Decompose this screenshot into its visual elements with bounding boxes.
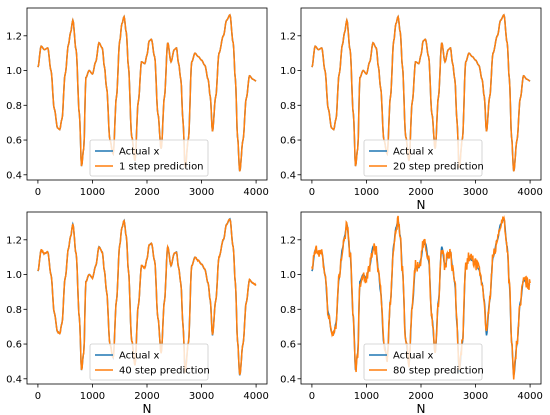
- x-tick-label: 0: [35, 187, 41, 198]
- y-tick-label: 1.0: [6, 66, 22, 77]
- x-tick-label: 0: [309, 391, 315, 402]
- subplot-20-step: 0 1000 2000 3000 4000 0.4 0.6 0.8 1.0 1.2 N Actual …: [280, 7, 543, 212]
- y-tick-label: 0.6: [280, 340, 296, 351]
- legend: Actual x 1 step prediction: [89, 139, 209, 177]
- x-tick-label: 1000: [354, 391, 379, 402]
- y-tick-label: 1.0: [280, 66, 296, 77]
- y-tick-label: 1.2: [280, 31, 296, 42]
- legend-label: Actual x: [119, 351, 160, 362]
- x-tick-label: 0: [309, 187, 315, 198]
- x-axis-label: N: [417, 402, 426, 415]
- x-tick-label: 1000: [354, 187, 379, 198]
- x-tick-label: 1000: [80, 391, 105, 402]
- y-tick-label: 0.6: [280, 136, 296, 147]
- y-tick-label: 0.4: [280, 170, 296, 181]
- legend-label: Actual x: [393, 147, 434, 158]
- x-tick-label: 4000: [243, 391, 268, 402]
- y-tick-label: 0.8: [280, 101, 296, 112]
- y-tick-label: 0.8: [6, 305, 22, 316]
- y-tick-label: 0.8: [6, 101, 22, 112]
- y-tick-label: 0.4: [6, 374, 22, 385]
- x-tick-label: 3000: [189, 391, 214, 402]
- legend: Actual x 40 step prediction: [89, 343, 210, 381]
- x-tick-label: 2000: [408, 391, 433, 402]
- y-tick-label: 1.2: [280, 235, 296, 246]
- x-tick-label: 4000: [517, 391, 542, 402]
- legend-label: 80 step prediction: [393, 366, 484, 377]
- x-tick-label: 1000: [80, 187, 105, 198]
- x-tick-label: 2000: [408, 187, 433, 198]
- y-tick-label: 1.2: [6, 235, 22, 246]
- subplot-1-step: 0 1000 2000 3000 4000 0.4 0.6 0.8 1.0 1.2 Actual x…: [6, 7, 269, 198]
- x-tick-label: 2000: [134, 187, 159, 198]
- legend-label: 40 step prediction: [119, 366, 210, 377]
- legend-label: 20 step prediction: [393, 162, 484, 173]
- legend: Actual x 80 step prediction: [363, 343, 484, 381]
- y-tick-label: 1.2: [6, 31, 22, 42]
- x-tick-label: 0: [35, 391, 41, 402]
- y-tick-label: 0.4: [280, 374, 296, 385]
- x-tick-label: 3000: [463, 187, 488, 198]
- x-tick-label: 4000: [243, 187, 268, 198]
- series-line-prediction: [311, 13, 531, 172]
- subplot-40-step: 0 1000 2000 3000 4000 0.4 0.6 0.8 1.0 1.2 N Actual …: [6, 211, 269, 415]
- y-tick-label: 0.4: [6, 170, 22, 181]
- x-tick-label: 3000: [463, 391, 488, 402]
- x-axis-label: N: [417, 198, 426, 212]
- series-line-prediction: [37, 218, 257, 375]
- x-tick-label: 2000: [134, 391, 159, 402]
- y-tick-label: 0.6: [6, 136, 22, 147]
- subplot-80-step: 0 1000 2000 3000 4000 0.4 0.6 0.8 1.0 1.2 N Actual …: [280, 211, 543, 415]
- x-tick-label: 4000: [517, 187, 542, 198]
- series-line-prediction: [311, 215, 531, 380]
- legend-label: Actual x: [393, 351, 434, 362]
- x-axis-label: N: [143, 402, 152, 415]
- y-tick-label: 1.0: [6, 270, 22, 281]
- legend-label: 1 step prediction: [119, 162, 204, 173]
- legend: Actual x 20 step prediction: [363, 139, 484, 177]
- y-tick-label: 0.6: [6, 340, 22, 351]
- y-tick-label: 0.8: [280, 305, 296, 316]
- x-tick-label: 3000: [189, 187, 214, 198]
- y-tick-label: 1.0: [280, 270, 296, 281]
- series-line-prediction: [37, 13, 257, 172]
- legend-label: Actual x: [119, 147, 160, 158]
